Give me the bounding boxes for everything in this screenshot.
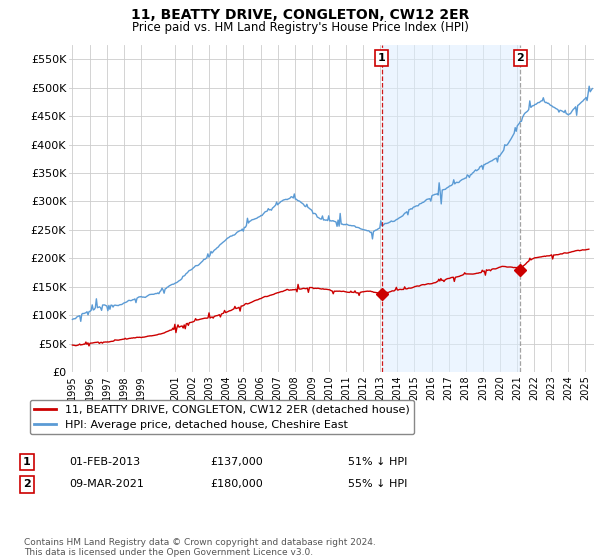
Text: 1: 1: [378, 53, 385, 63]
Text: £137,000: £137,000: [210, 457, 263, 467]
Text: 2: 2: [517, 53, 524, 63]
Text: £180,000: £180,000: [210, 479, 263, 489]
Text: Contains HM Land Registry data © Crown copyright and database right 2024.
This d: Contains HM Land Registry data © Crown c…: [24, 538, 376, 557]
Text: 11, BEATTY DRIVE, CONGLETON, CW12 2ER: 11, BEATTY DRIVE, CONGLETON, CW12 2ER: [131, 8, 469, 22]
Text: 09-MAR-2021: 09-MAR-2021: [69, 479, 144, 489]
Text: 51% ↓ HPI: 51% ↓ HPI: [348, 457, 407, 467]
Bar: [382, 45, 520, 372]
Text: 1: 1: [23, 457, 31, 467]
Text: Price paid vs. HM Land Registry's House Price Index (HPI): Price paid vs. HM Land Registry's House …: [131, 21, 469, 34]
Legend: 11, BEATTY DRIVE, CONGLETON, CW12 2ER (detached house), HPI: Average price, deta: 11, BEATTY DRIVE, CONGLETON, CW12 2ER (d…: [29, 400, 415, 435]
Text: 2: 2: [23, 479, 31, 489]
Text: 55% ↓ HPI: 55% ↓ HPI: [348, 479, 407, 489]
Text: 01-FEB-2013: 01-FEB-2013: [69, 457, 140, 467]
